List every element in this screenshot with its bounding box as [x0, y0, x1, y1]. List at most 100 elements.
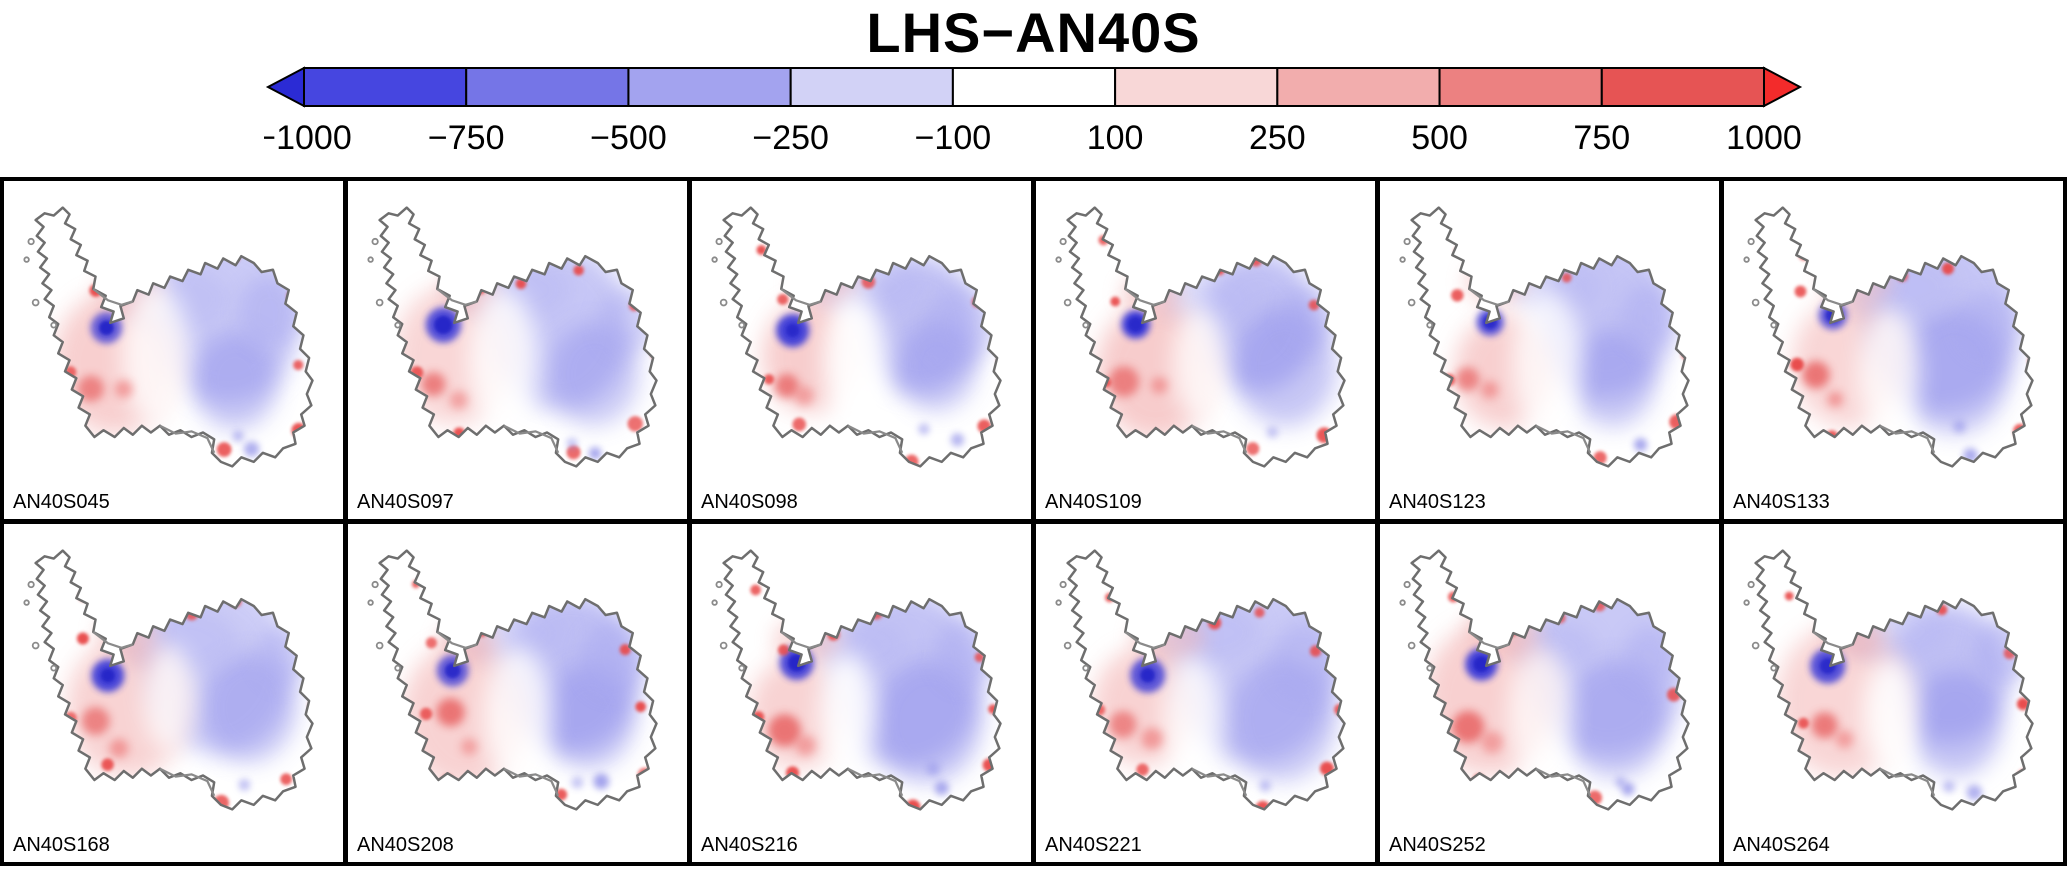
island: [715, 580, 723, 588]
map-panel: AN40S045: [4, 180, 343, 519]
island: [27, 580, 35, 588]
ronne-ice-shelf-line: [1468, 287, 1510, 306]
panel-label: AN40S221: [1045, 833, 1142, 856]
colorbar-segment: [1113, 66, 1278, 107]
island: [1082, 321, 1090, 329]
map-panel: AN40S168: [4, 523, 343, 862]
antarctica-map: [711, 549, 1002, 811]
island: [1770, 321, 1778, 329]
colorbar-tick-label: −500: [590, 119, 667, 157]
ross-ice-shelf-line: [847, 424, 904, 454]
map-panel: AN40S208: [348, 523, 687, 862]
island: [50, 664, 58, 672]
island: [371, 580, 379, 588]
antarctica-map: [1743, 549, 2034, 811]
ronne-ice-shelf-line: [436, 630, 478, 649]
island: [31, 641, 40, 650]
colorbar-segment: [302, 66, 467, 107]
island: [1055, 256, 1062, 263]
colorbar-tick-label: 750: [1573, 119, 1630, 157]
island: [31, 298, 40, 307]
island: [719, 641, 728, 650]
figure-title: LHS−AN40S: [866, 1, 1201, 64]
map-panel: AN40S109: [1036, 180, 1375, 519]
panel-label: AN40S098: [701, 490, 798, 513]
island: [1063, 298, 1072, 307]
ross-ice-shelf-line: [1535, 424, 1592, 454]
map-panel: AN40S252: [1380, 523, 1719, 862]
island: [711, 256, 718, 263]
panel-label: AN40S168: [13, 833, 110, 856]
island: [1403, 237, 1411, 245]
island: [1751, 641, 1760, 650]
panel-label: AN40S123: [1389, 490, 1486, 513]
antarctica-map: [1399, 549, 1690, 811]
map-panel: AN40S216: [692, 523, 1031, 862]
colorbar-segment: [1275, 66, 1441, 107]
antarctica-map: [1399, 206, 1690, 468]
colorbar-segment: [789, 66, 954, 107]
colorbar-tick-label: 500: [1411, 119, 1468, 157]
panel-label: AN40S133: [1733, 490, 1830, 513]
ronne-ice-shelf-line: [780, 287, 822, 306]
island: [1407, 298, 1416, 307]
map-color-field: [1096, 234, 1337, 455]
island: [1082, 664, 1090, 672]
island: [1059, 237, 1067, 245]
ross-ice-shelf-line: [1879, 424, 1936, 454]
ross-ice-shelf-line: [1535, 767, 1592, 797]
island: [1747, 580, 1755, 588]
ronne-ice-shelf-line: [1812, 630, 1854, 649]
map-panel: AN40S133: [1724, 180, 2063, 519]
island: [711, 599, 718, 606]
antarctica-map: [23, 549, 314, 811]
island: [1770, 664, 1778, 672]
panel-label: AN40S109: [1045, 490, 1142, 513]
island: [394, 321, 402, 329]
island: [1403, 580, 1411, 588]
map-panel: AN40S098: [692, 180, 1031, 519]
island: [1399, 599, 1406, 606]
map-panel: AN40S264: [1724, 523, 2063, 862]
antarctica-map: [1055, 206, 1346, 468]
ross-ice-shelf-line: [847, 767, 904, 797]
island: [394, 664, 402, 672]
colorbar-tick-label: −100: [914, 119, 991, 157]
colorbar-tick-label: 1000: [1726, 119, 1802, 157]
island: [1055, 599, 1062, 606]
ronne-ice-shelf-line: [1124, 287, 1166, 306]
island: [371, 237, 379, 245]
island: [1063, 641, 1072, 650]
panel-label: AN40S216: [701, 833, 798, 856]
ronne-ice-shelf-line: [780, 630, 822, 649]
map-color-field: [1790, 230, 2033, 463]
island: [50, 321, 58, 329]
map-color-field: [1424, 571, 1688, 806]
ronne-ice-shelf-line: [92, 287, 134, 306]
colorbar-tick-label: 100: [1086, 119, 1143, 157]
antarctica-map: [1055, 549, 1346, 811]
island: [738, 664, 746, 672]
ronne-ice-shelf-line: [92, 630, 134, 649]
panel-label: AN40S097: [357, 490, 454, 513]
island: [1751, 298, 1760, 307]
island: [1743, 256, 1750, 263]
island: [23, 256, 30, 263]
island: [1399, 256, 1406, 263]
colorbar-segment: [464, 66, 629, 107]
colorbar: −1000 −750 −500 −250 −100 100 250 500 750 1000: [0, 65, 2067, 161]
colorbar-tick-label: −250: [752, 119, 829, 157]
ross-ice-shelf-line: [503, 767, 560, 797]
colorbar-segment: [1600, 66, 1765, 107]
colorbar-segment: [1438, 66, 1603, 107]
antarctica-map: [367, 206, 658, 468]
panel-label: AN40S208: [357, 833, 454, 856]
panel-label: AN40S045: [13, 490, 110, 513]
ross-ice-shelf-line: [503, 424, 560, 454]
colorbar-tick-label: −750: [427, 119, 504, 157]
island: [1426, 664, 1434, 672]
colorbar-segment: [626, 66, 792, 107]
ross-ice-shelf-line: [1879, 767, 1936, 797]
island: [719, 298, 728, 307]
